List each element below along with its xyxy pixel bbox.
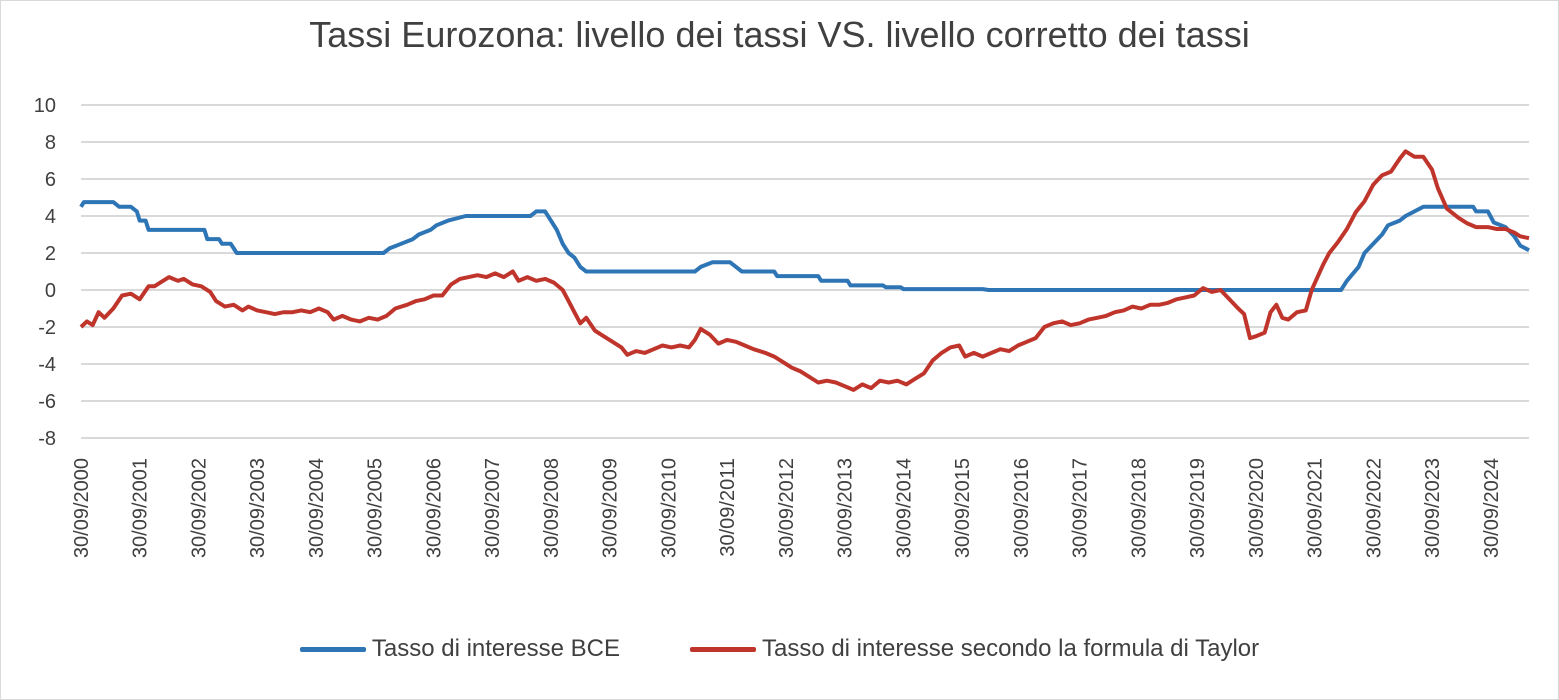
x-tick-label: 30/09/2022 [1363,458,1385,558]
x-tick-label: 30/09/2007 [482,458,504,558]
x-tick-label: 30/09/2017 [1070,458,1092,558]
x-axis: 30/09/2000 30/09/2001 30/09/2002 30/09/2003… [71,458,1503,558]
x-tick-label: 30/09/2018 [1128,458,1150,558]
x-tick-label: 30/09/2003 [247,458,269,558]
x-tick-label: 30/09/2024 [1481,458,1503,558]
x-tick-label: 30/09/2009 [600,458,622,558]
legend-swatch-bce [299,646,366,652]
series-line-taylor [79,149,1530,392]
y-tick-label: 10 [34,95,56,117]
series-lines [79,149,1530,392]
y-tick-label: 2 [45,243,56,265]
legend-item-bce: Tasso di interesse BCE [299,635,620,663]
x-tick-label: 30/09/2015 [952,458,974,558]
x-tick-label: 30/09/2020 [1246,458,1268,558]
legend-swatch-taylor [689,646,756,652]
y-tick-label: -2 [38,317,56,339]
x-tick-label: 30/09/2023 [1422,458,1444,558]
y-tick-label: 6 [45,169,56,191]
x-tick-label: 30/09/2013 [835,458,857,558]
x-tick-label: 30/09/2021 [1305,458,1327,558]
x-tick-label: 30/09/2008 [541,458,563,558]
x-tick-label: 30/09/2011 [717,458,739,557]
x-tick-label: 30/09/2006 [423,458,445,558]
y-tick-label: 4 [45,206,56,228]
y-axis: 10 8 6 4 2 0 -2 -4 -6 -8 [34,95,56,450]
y-tick-label: -8 [38,428,56,450]
legend: Tasso di interesse BCE Tasso di interess… [0,632,1559,666]
x-tick-label: 30/09/2000 [71,458,93,558]
x-tick-label: 30/09/2001 [130,458,152,558]
x-tick-label: 30/09/2014 [893,458,915,558]
x-tick-label: 30/09/2004 [306,458,328,558]
legend-item-taylor: Tasso di interesse secondo la formula di… [689,635,1260,663]
x-tick-label: 30/09/2019 [1187,458,1209,558]
x-tick-label: 30/09/2002 [188,458,210,558]
x-tick-label: 30/09/2010 [658,458,680,558]
x-tick-label: 30/09/2005 [365,458,387,558]
chart-title: Tassi Eurozona: livello dei tassi VS. li… [309,14,1250,55]
y-tick-label: 8 [45,132,56,154]
legend-label-taylor: Tasso di interesse secondo la formula di… [761,635,1260,662]
y-tick-label: -4 [38,354,56,376]
x-tick-label: 30/09/2016 [1011,458,1033,558]
y-tick-label: -6 [38,391,56,413]
y-tick-label: 0 [45,280,56,302]
series-line-bce [79,200,1530,292]
grid-lines [81,104,1529,439]
legend-label-bce: Tasso di interesse BCE [371,635,620,662]
x-tick-label: 30/09/2012 [776,458,798,558]
